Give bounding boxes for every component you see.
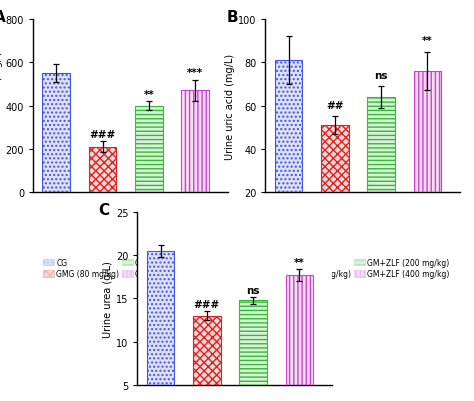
Y-axis label: Urine urea (g/L): Urine urea (g/L) [103,260,113,337]
Bar [181,91,209,192]
Text: **: ** [422,36,433,46]
Text: ns: ns [246,286,260,295]
Text: ns: ns [374,71,388,80]
Text: C: C [99,202,109,217]
Bar [147,251,174,385]
Legend: CG, GMG (80 mg/kg), GM+ZLF (200 mg/kg), GM+ZLF (400 mg/kg): CG, GMG (80 mg/kg), GM+ZLF (200 mg/kg), … [43,258,218,278]
Bar [193,316,221,385]
Bar [193,316,221,385]
Legend: CG, GMG (80 mg/kg), GM+ZLF (200 mg/kg), GM+ZLF (400 mg/kg): CG, GMG (80 mg/kg), GM+ZLF (200 mg/kg), … [275,258,450,278]
Bar [285,275,313,385]
Bar [413,72,441,192]
Bar [43,74,70,192]
Bar [275,61,302,192]
Text: **: ** [144,89,154,99]
Bar [89,147,117,192]
Bar [275,61,302,192]
Text: **: ** [294,257,305,267]
Text: ###: ### [90,129,116,139]
Bar [147,251,174,385]
Y-axis label: Urine creatinine (mg/l): Urine creatinine (mg/l) [0,51,3,162]
Bar [367,97,395,192]
Bar [321,126,349,192]
Bar [181,91,209,192]
Y-axis label: Urine uric acid (mg/L): Urine uric acid (mg/L) [225,53,235,159]
Bar [89,147,117,192]
Bar [239,300,267,385]
Bar [321,126,349,192]
Bar [135,106,163,192]
Bar [239,300,267,385]
Bar [367,97,395,192]
Text: ###: ### [194,299,220,309]
Text: A: A [0,10,6,25]
Bar [413,72,441,192]
Text: ***: *** [187,68,203,78]
Bar [285,275,313,385]
Bar [43,74,70,192]
Text: B: B [227,10,238,25]
Bar [135,106,163,192]
Text: ##: ## [326,101,344,111]
